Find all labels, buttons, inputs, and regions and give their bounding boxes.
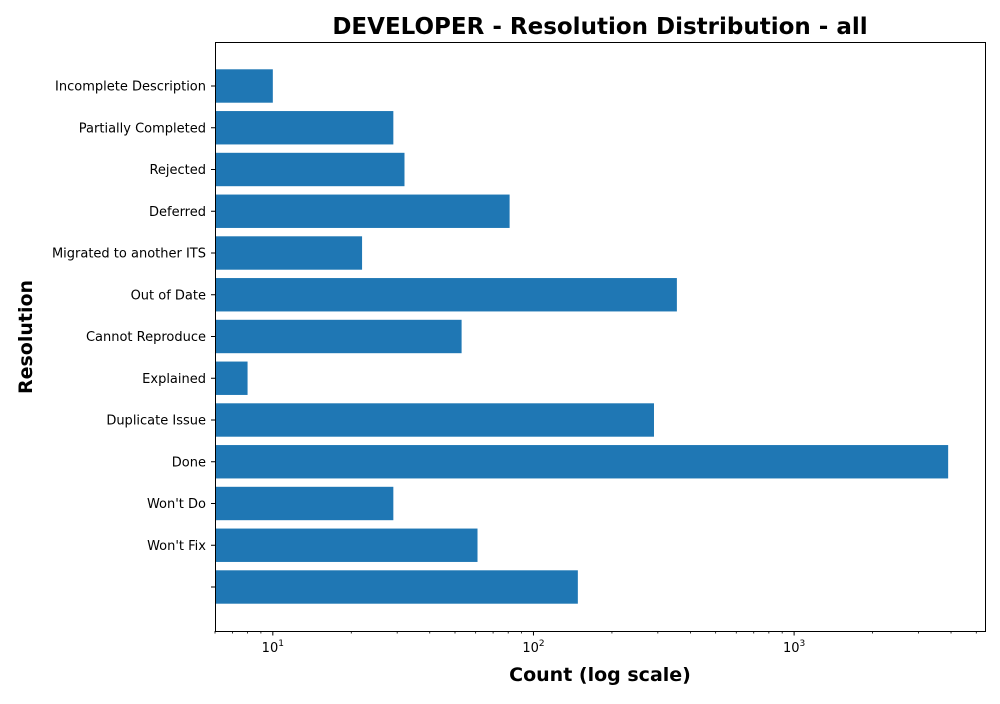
y-tick-label: Cannot Reproduce: [86, 330, 206, 345]
bar: [215, 445, 949, 479]
x-tick-label: 101: [262, 639, 284, 656]
bar: [215, 236, 363, 270]
y-tick-label: Migrated to another ITS: [52, 247, 206, 262]
y-tick-label: Rejected: [149, 163, 206, 178]
y-axis: Won't Fix Won't Do Done Duplicate Issue Expl…: [52, 80, 215, 588]
bar: [215, 486, 394, 521]
y-tick-label: Partially Completed: [79, 121, 206, 136]
bar: [215, 403, 654, 437]
bar: [215, 570, 578, 604]
bar: [215, 194, 510, 228]
x-axis-title: Count (log scale): [509, 664, 691, 686]
y-axis-title: Resolution: [15, 280, 37, 394]
y-tick-label: Deferred: [149, 205, 206, 220]
y-tick-label: Incomplete Description: [55, 80, 206, 95]
y-tick-label: Won't Do: [147, 497, 206, 512]
bar: [215, 69, 273, 103]
bar: [215, 152, 405, 187]
y-tick-label: Won't Fix: [147, 539, 206, 554]
bar: [215, 111, 394, 145]
bar: [215, 319, 462, 354]
y-tick-label: Duplicate Issue: [106, 414, 206, 429]
plot-frame: [215, 42, 986, 632]
y-tick-label: Out of Date: [131, 288, 206, 303]
bar: [215, 278, 677, 312]
y-tick-label: Explained: [142, 372, 206, 387]
bars-layer: [215, 69, 949, 604]
x-tick-label: 103: [783, 639, 805, 656]
y-tick-label: Done: [172, 455, 206, 470]
bar: [215, 361, 248, 395]
x-tick-label: 102: [522, 639, 544, 656]
chart-title: DEVELOPER - Resolution Distribution - al…: [332, 14, 867, 40]
x-axis: 101 102 103: [214, 631, 977, 656]
bar: [215, 528, 478, 562]
